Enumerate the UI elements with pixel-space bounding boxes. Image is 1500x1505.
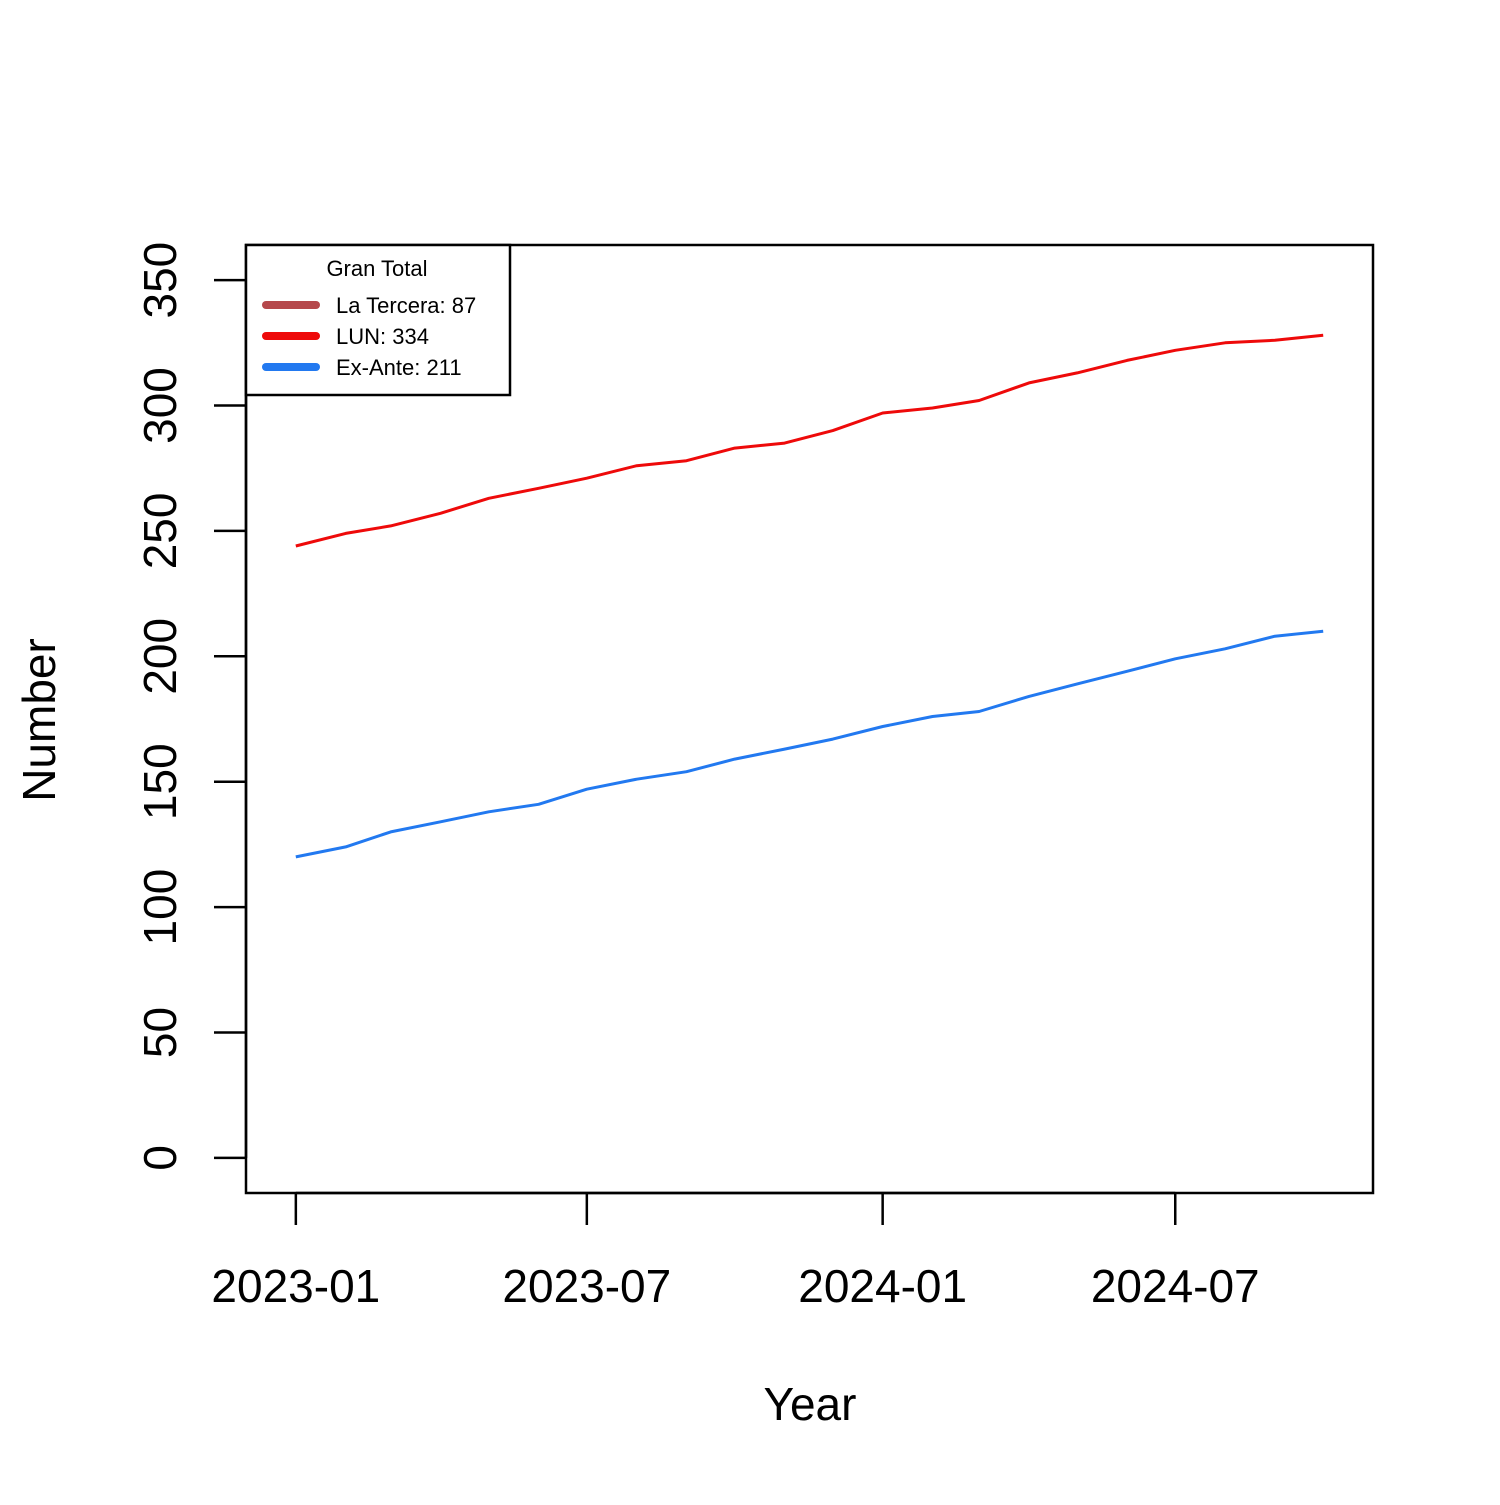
y-tick-label: 150 [134,743,186,820]
legend-label: Ex-Ante: 211 [336,355,462,380]
y-tick-label: 300 [134,367,186,444]
x-axis-title: Year [764,1378,857,1430]
x-tick-label: 2024-07 [1091,1260,1260,1312]
y-tick-label: 0 [134,1145,186,1171]
y-tick-label: 250 [134,493,186,570]
legend-label: LUN: 334 [336,324,429,349]
legend-title: Gran Total [326,256,427,281]
x-tick-label: 2023-01 [211,1260,380,1312]
y-tick-label: 350 [134,242,186,319]
y-axis-title: Number [13,638,65,802]
y-tick-label: 200 [134,618,186,695]
x-tick-label: 2024-01 [798,1260,967,1312]
series-line [295,629,1324,859]
y-tick-label: 100 [134,869,186,946]
legend-label: La Tercera: 87 [336,293,476,318]
series-line [295,333,1324,548]
x-tick-label: 2023-07 [502,1260,671,1312]
legend-box [244,243,512,397]
y-tick-label: 50 [134,1007,186,1058]
